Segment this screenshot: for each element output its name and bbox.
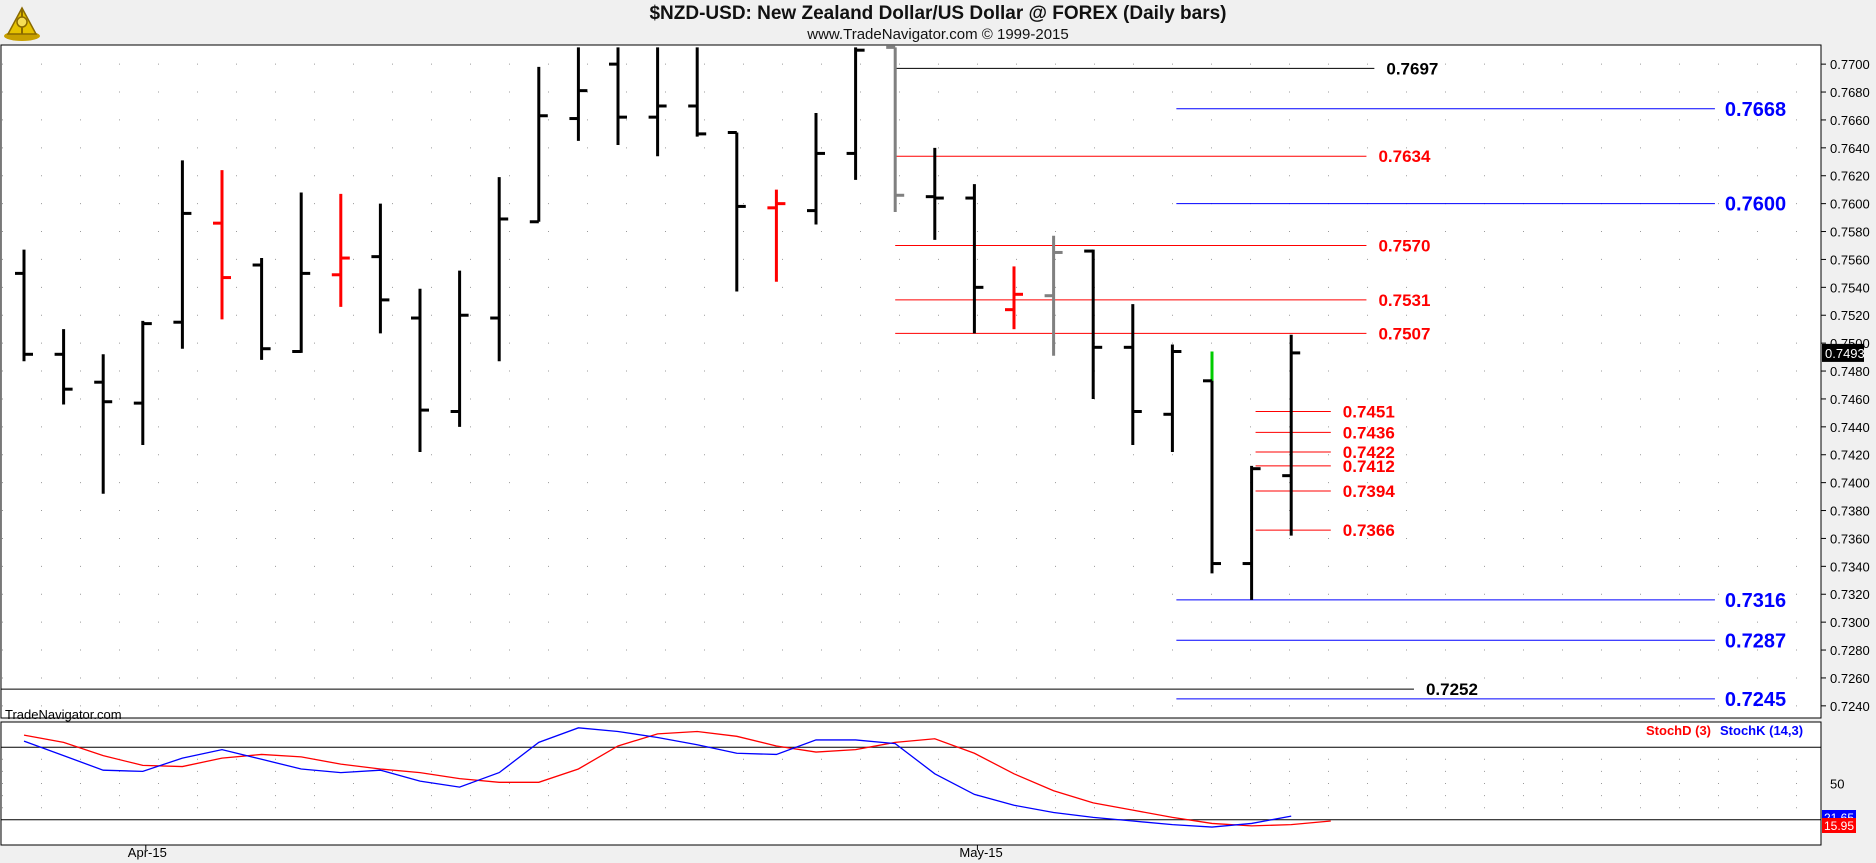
price-axis-label: 0.7620 [1830, 169, 1870, 184]
price-level-label: 0.7507 [1378, 324, 1430, 343]
price-level-label: 0.7451 [1343, 402, 1395, 421]
price-level-label: 0.7668 [1725, 99, 1786, 121]
price-level-label: 0.7634 [1378, 147, 1431, 166]
last-price-tag [1822, 343, 1864, 362]
stochastic-grid [1, 746, 1821, 821]
price-axis-label: 0.7680 [1830, 85, 1870, 100]
price-axis-label: 0.7380 [1830, 504, 1870, 519]
price-level-label: 0.7531 [1378, 291, 1430, 310]
price-level-label: 0.7412 [1343, 457, 1395, 476]
price-axis-label: 0.7660 [1830, 113, 1870, 128]
price-panel [0, 44, 1822, 719]
stochastic-axis-label: 50 [1830, 777, 1844, 792]
price-axis-label: 0.7280 [1830, 643, 1870, 658]
price-axis-label: 0.7700 [1830, 57, 1870, 72]
price-axis-label: 0.7260 [1830, 671, 1870, 686]
price-level-label: 0.7252 [1426, 680, 1478, 699]
legend-stochk: StochK (14,3) [1720, 723, 1803, 738]
price-level-label: 0.7287 [1725, 630, 1786, 652]
price-axis-label: 0.7420 [1830, 448, 1870, 463]
price-axis-label: 0.7400 [1830, 476, 1870, 491]
last-price-label: 0.7493 [1825, 346, 1865, 361]
price-axis-label: 0.7320 [1830, 587, 1870, 602]
price-level-label: 0.7394 [1343, 482, 1396, 501]
price-axis-label: 0.7340 [1830, 559, 1870, 574]
price-axis-label: 0.7600 [1830, 197, 1870, 212]
price-axis-label: 0.7240 [1830, 699, 1870, 714]
stochd-last-tag [1822, 818, 1856, 833]
stochd-line [23, 730, 1331, 827]
price-axis-label: 0.7580 [1830, 225, 1870, 240]
stochastic-panel [0, 721, 1822, 846]
time-axis: Apr-15 May-15 [128, 845, 1003, 860]
price-level-label: 0.7245 [1725, 689, 1786, 711]
price-axis-label: 0.7480 [1830, 364, 1870, 379]
price-axis-label: 0.7460 [1830, 392, 1870, 407]
price-axis-label: 0.7300 [1830, 615, 1870, 630]
price-level-label: 0.7600 [1725, 194, 1786, 216]
price-levels: 0.7697 0.7668 0.7634 0.7600 0.7570 0.7531 0.75… [1, 59, 1786, 711]
price-level-label: 0.7570 [1378, 236, 1430, 255]
trade-navigator-logo-icon [4, 6, 40, 41]
price-level-label: 0.7366 [1343, 521, 1395, 540]
price-axis: 0.7700 0.7680 0.7660 0.7640 0.7620 0.7600 0.75… [1821, 57, 1870, 714]
price-level-label: 0.7316 [1725, 590, 1786, 612]
price-axis-label: 0.7640 [1830, 141, 1870, 156]
price-level-label: 0.7697 [1386, 59, 1438, 78]
price-bars [15, 45, 1301, 600]
chart-subtitle: www.TradeNavigator.com © 1999-2015 [807, 26, 1069, 43]
time-axis-label: May-15 [959, 845, 1002, 860]
stochd-last-label: 15.95 [1824, 819, 1854, 833]
chart-title: $NZD-USD: New Zealand Dollar/US Dollar @… [649, 3, 1227, 24]
price-axis-label: 0.7440 [1830, 420, 1870, 435]
price-axis-label: 0.7540 [1830, 280, 1870, 295]
price-axis-label: 0.7360 [1830, 531, 1870, 546]
price-axis-label: 0.7520 [1830, 308, 1870, 323]
legend-stochd: StochD (3) [1646, 723, 1711, 738]
stochk-line [23, 727, 1292, 828]
price-level-label: 0.7422 [1343, 443, 1395, 462]
time-axis-label: Apr-15 [128, 845, 167, 860]
price-axis-label: 0.7560 [1830, 252, 1870, 267]
watermark-text: TradeNavigator.com [5, 707, 122, 722]
price-level-label: 0.7436 [1343, 423, 1395, 442]
